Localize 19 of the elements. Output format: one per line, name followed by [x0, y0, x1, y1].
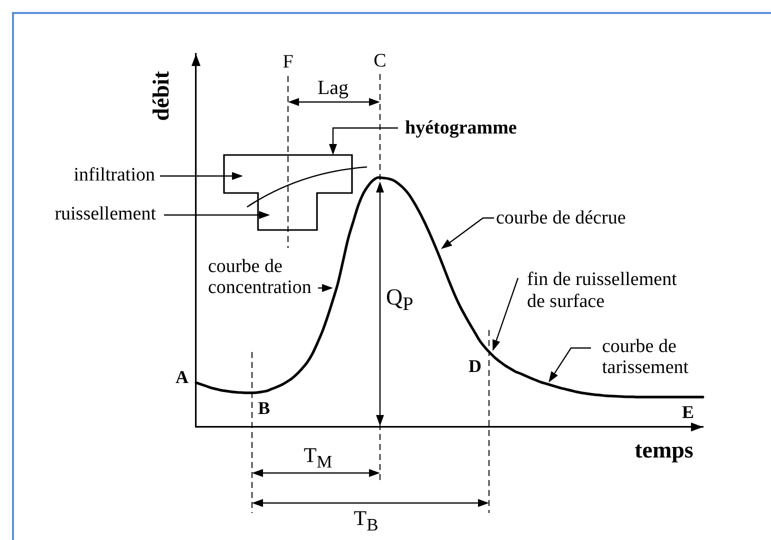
annotation: fin de ruissellement de surface	[527, 269, 678, 313]
annotation: Q$_{P}$	[386, 284, 414, 316]
annotation: courbe de décrue	[496, 208, 626, 228]
text: T$_{B}$	[354, 506, 378, 534]
text: F	[282, 52, 294, 72]
annotation: B	[258, 398, 270, 418]
annotation: courbe de tarissement	[602, 336, 690, 378]
text: T$_{M}$	[304, 443, 332, 472]
annotation: courbe de concentration	[208, 256, 312, 298]
text: Lag	[317, 77, 349, 99]
text: C	[374, 50, 386, 72]
text: hyétogramme	[405, 118, 517, 138]
x-axis-title: temps	[634, 438, 694, 462]
annotation: D	[468, 356, 482, 376]
text: A	[176, 367, 188, 387]
text: ruissellement	[54, 204, 156, 224]
annotation: E	[682, 402, 694, 422]
text: infiltration	[74, 164, 155, 186]
y-axis-title: débit	[148, 71, 174, 121]
